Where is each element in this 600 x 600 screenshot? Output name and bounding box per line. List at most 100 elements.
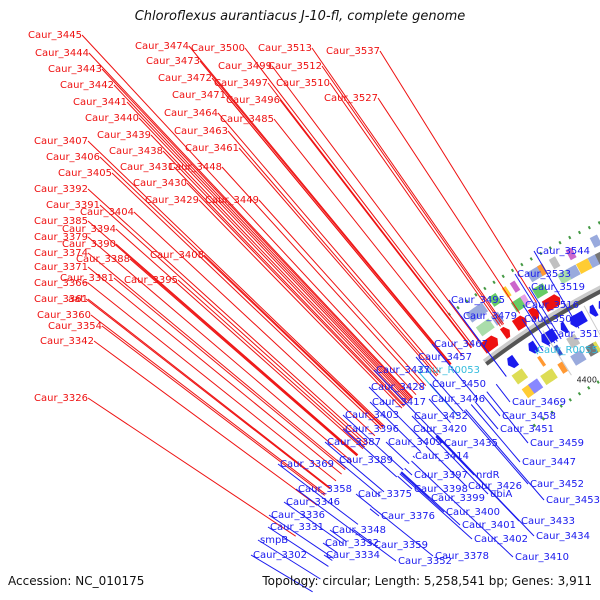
left-leader-line xyxy=(321,65,503,326)
right-gene-label: Caur_3410 xyxy=(515,552,569,563)
left-gene-label: Caur_3408 xyxy=(150,250,204,261)
left-leader-line xyxy=(221,166,424,389)
left-leader-line xyxy=(87,397,296,537)
right-gene-label: Caur_3519 xyxy=(531,282,585,293)
right-gene-label: Caur_3401 xyxy=(462,520,516,531)
left-gene-label: Caur_3381 xyxy=(60,273,114,284)
reverse-gene-arrow xyxy=(528,340,540,354)
left-gene-label: Caur_3431 xyxy=(120,162,174,173)
left-gene-label: Caur_3448 xyxy=(168,162,222,173)
right-gene-label: Caur_3403 xyxy=(345,410,399,421)
right-gene-label: Caur_3450 xyxy=(432,379,486,390)
scale-label: 4400 kbp xyxy=(577,376,600,385)
left-leader-line xyxy=(126,101,411,401)
left-leader-line xyxy=(101,325,326,496)
right-gene-label: Caur_3332 xyxy=(325,538,379,549)
left-leader-line xyxy=(273,118,463,356)
right-leader-line xyxy=(522,304,551,347)
right-gene-label: Caur_3433 xyxy=(521,516,575,527)
left-gene-label: Caur_3430 xyxy=(133,178,187,189)
right-leader-line xyxy=(486,391,529,444)
forward-gene-arrow xyxy=(499,326,511,340)
right-gene-label: Caur_3409 xyxy=(388,437,442,448)
right-gene-label: Caur_3369 xyxy=(280,459,334,470)
right-gene-label: Caur_3458 xyxy=(502,411,556,422)
right-leader-line xyxy=(385,441,410,464)
figure-title: Chloroflexus aurantiacus J-10-fl, comple… xyxy=(134,9,466,24)
left-leader-line xyxy=(186,182,405,407)
right-gene-label: Caur_3348 xyxy=(332,525,386,536)
left-leader-line xyxy=(87,236,353,462)
reverse-gene-arrow xyxy=(507,354,520,369)
right-gene-label: Caur_3302 xyxy=(253,550,307,561)
right-leader-line xyxy=(322,542,338,554)
right-gene-label: Caur_3376 xyxy=(381,511,435,522)
right-gene-label: Caur_3417 xyxy=(372,397,426,408)
left-gene-label: Caur_3449 xyxy=(205,195,259,206)
left-leader-line xyxy=(238,147,437,377)
left-leader-line xyxy=(267,82,473,348)
left-gene-label: Caur_3513 xyxy=(258,43,312,54)
right-leader-line xyxy=(428,398,451,424)
right-leader-line xyxy=(514,273,558,342)
left-gene-label: Caur_3441 xyxy=(73,97,127,108)
left-leader-line xyxy=(258,199,427,387)
innermost-cog-ring-feature xyxy=(592,341,600,353)
outer-cog-ring-feature xyxy=(509,280,521,293)
right-leader-line xyxy=(528,286,562,340)
left-leader-line xyxy=(188,45,452,365)
forward-gene-arrow xyxy=(541,294,561,312)
left-gene-label: Caur_3537 xyxy=(326,46,380,57)
left-leader-line xyxy=(111,172,382,430)
left-leader-line xyxy=(113,277,346,470)
right-leader-line xyxy=(353,529,397,562)
right-gene-label: nrdR xyxy=(476,470,500,481)
left-leader-line xyxy=(99,204,367,446)
right-leader-line xyxy=(482,394,501,417)
left-leader-line xyxy=(87,282,337,482)
right-leader-line xyxy=(257,539,321,580)
right-gene-label: Caur_3387 xyxy=(327,437,381,448)
outer-cog-ring-feature xyxy=(537,263,548,277)
right-leader-line xyxy=(369,401,421,452)
innermost-cog-ring-feature xyxy=(527,378,544,394)
left-leader-line xyxy=(177,279,366,448)
right-gene-label: Caur_3389 xyxy=(339,455,393,466)
right-leader-line xyxy=(465,409,545,501)
right-leader-line xyxy=(521,318,544,351)
right-gene-label: Caur_3457 xyxy=(418,352,472,363)
left-gene-label: Caur_3439 xyxy=(97,130,151,141)
left-leader-line xyxy=(133,211,376,437)
innermost-cog-ring-feature xyxy=(557,361,568,374)
left-gene-label: Caur_3406 xyxy=(46,152,100,163)
left-gene-label: Caur_3354 xyxy=(48,321,102,332)
left-gene-label: Caur_3429 xyxy=(145,195,199,206)
left-leader-line xyxy=(99,156,384,428)
right-leader-line xyxy=(355,493,373,508)
outer-cog-ring-feature xyxy=(501,286,512,298)
right-gene-label: Caur_3516 xyxy=(525,300,579,311)
left-gene-label: Caur_3444 xyxy=(35,48,89,59)
right-gene-label: Caur_3479 xyxy=(463,311,517,322)
left-leader-line xyxy=(87,220,358,456)
right-gene-label: Caur_3509 xyxy=(524,314,578,325)
left-gene-label: Caur_3366 xyxy=(34,278,88,289)
left-leader-line xyxy=(129,258,358,457)
left-leader-line xyxy=(87,188,369,444)
left-gene-label: Caur_3404 xyxy=(80,207,134,218)
left-gene-label: Caur_3390 xyxy=(62,239,116,250)
right-gene-label: Caur_3452 xyxy=(530,479,584,490)
left-gene-label: Caur_3391 xyxy=(46,200,100,211)
left-gene-label: Caur_3326 xyxy=(34,393,88,404)
right-leader-line xyxy=(415,356,464,412)
right-gene-label: Caur_3400 xyxy=(446,507,500,518)
left-leader-line xyxy=(173,166,405,406)
right-gene-label: Caur_3451 xyxy=(500,424,554,435)
right-gene-label: smpB xyxy=(260,535,288,546)
right-gene-label: Caur_3378 xyxy=(435,551,489,562)
right-leader-line xyxy=(329,529,346,542)
right-leader-line xyxy=(435,436,443,444)
left-gene-label: Caur_3471 xyxy=(172,90,226,101)
left-leader-line xyxy=(244,47,474,347)
left-gene-label: Caur_3500 xyxy=(191,43,245,54)
